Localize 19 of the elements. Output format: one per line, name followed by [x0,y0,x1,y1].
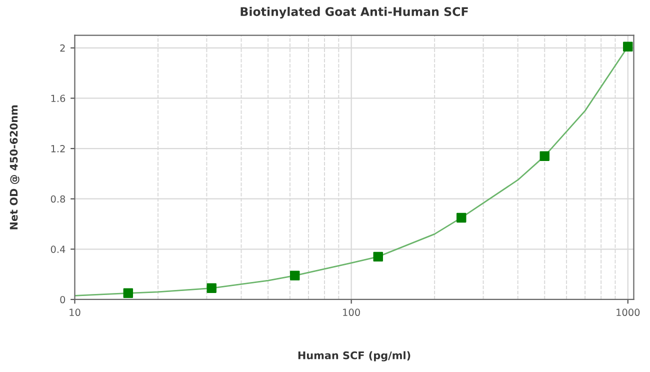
point [123,288,134,298]
point [540,151,550,161]
x-tick-label: 100 [343,308,360,316]
point [290,270,300,280]
y-tick-label: 1.2 [51,145,65,152]
y-tick-label: 0.4 [50,246,66,253]
x-tick-label: 1000 [616,308,640,316]
x-tick-label: 10 [70,308,80,316]
point [623,42,633,52]
y-tick-label: 0.8 [50,195,66,203]
chart-title: Biotinylated Goat Anti-Human SCF [240,6,468,18]
point [456,212,466,223]
y-axis-title: Net OD @ 450-620nm [10,105,20,230]
point [206,283,216,293]
y-tick-label: 1.6 [51,94,66,102]
point [373,252,383,262]
y-tick-label: 2 [60,44,65,52]
x-axis-title: Human SCF (pg/ml) [298,351,410,362]
y-tick-label: 0 [60,296,66,304]
